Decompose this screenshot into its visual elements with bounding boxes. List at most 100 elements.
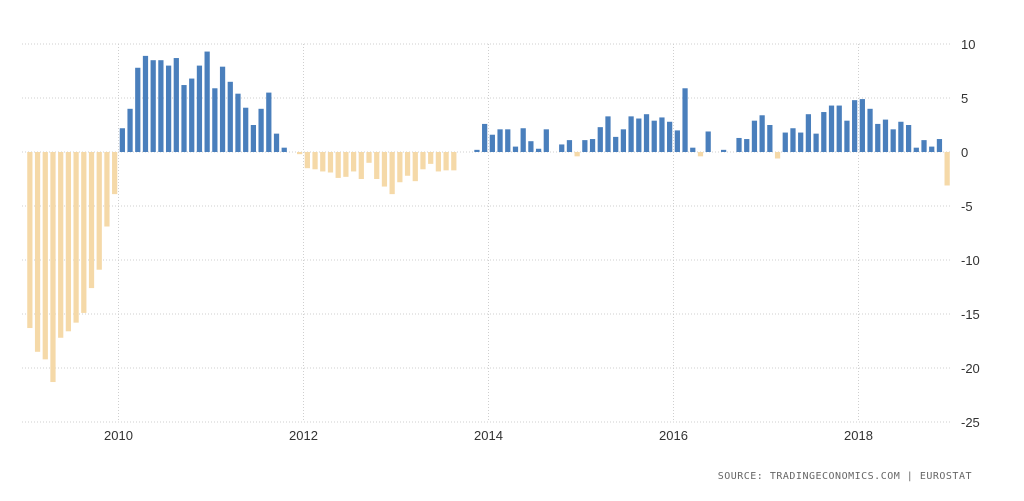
bar-2011-10 xyxy=(281,147,287,152)
bar-2010-07 xyxy=(165,65,172,152)
bar-2011-05 xyxy=(243,107,249,152)
bar-2016-02 xyxy=(682,88,688,152)
bar-2018-01 xyxy=(859,99,865,152)
bar-2013-02 xyxy=(404,152,411,176)
bar-2010-05 xyxy=(150,60,156,153)
bar-2013-03 xyxy=(412,152,418,182)
x-tick-label: 2012 xyxy=(289,428,318,443)
bar-2014-07 xyxy=(535,148,542,152)
bar-2011-07 xyxy=(258,108,264,152)
bar-2017-10 xyxy=(836,105,842,152)
bar-2014-12 xyxy=(574,152,580,157)
bar-2017-01 xyxy=(767,125,773,152)
bar-2012-06 xyxy=(343,152,349,177)
bar-2009-07 xyxy=(73,152,79,323)
y-tick-label: 0 xyxy=(961,145,968,160)
bar-2010-04 xyxy=(142,55,149,152)
bar-2011-12 xyxy=(297,152,303,155)
bar-2012-09 xyxy=(366,152,372,163)
y-tick-label: -15 xyxy=(961,307,980,322)
bar-2009-06 xyxy=(65,152,72,332)
bar-2009-04 xyxy=(50,152,56,383)
bar-2012-07 xyxy=(350,152,357,172)
bar-2010-12 xyxy=(204,51,210,153)
bar-2016-03 xyxy=(690,147,696,152)
x-tick-label: 2016 xyxy=(659,428,688,443)
bar-2009-10 xyxy=(96,152,102,270)
bar-2012-05 xyxy=(335,152,341,178)
x-axis-labels: 2010 2012 2014 2016 2018 xyxy=(104,428,873,443)
y-tick-label: -10 xyxy=(961,253,980,268)
bar-2015-11 xyxy=(659,117,665,152)
bar-2018-10 xyxy=(929,146,935,152)
x-tick-label: 2018 xyxy=(844,428,873,443)
bar-2009-05 xyxy=(58,152,64,338)
bar-2016-12 xyxy=(759,115,765,152)
y-tick-label: 5 xyxy=(961,91,968,106)
bar-2011-08 xyxy=(266,92,272,152)
y-tick-label: -25 xyxy=(961,415,980,430)
bar-2017-03 xyxy=(782,132,788,152)
x-tick-label: 2010 xyxy=(104,428,133,443)
bar-2016-09 xyxy=(736,137,742,152)
bar-2018-05 xyxy=(890,129,896,152)
bar-2013-04 xyxy=(420,152,426,170)
bar-2016-01 xyxy=(674,130,680,152)
bar-2013-08 xyxy=(451,152,457,171)
bar-2018-08 xyxy=(913,147,919,152)
bar-2014-05 xyxy=(520,128,526,152)
bar-2010-06 xyxy=(158,60,164,153)
y-tick-label: 10 xyxy=(961,37,975,52)
bar-2017-05 xyxy=(798,132,804,152)
bar-2011-06 xyxy=(250,125,257,152)
bar-2018-03 xyxy=(875,123,881,152)
bar-2017-07 xyxy=(813,133,819,152)
bar-2018-06 xyxy=(898,121,904,152)
bar-2014-10 xyxy=(559,144,565,152)
bar-2015-10 xyxy=(651,120,657,152)
bar-2017-09 xyxy=(828,105,835,152)
bar-2015-02 xyxy=(589,139,596,152)
bar-2017-02 xyxy=(774,152,781,159)
bar-2017-08 xyxy=(821,112,827,152)
bar-2015-08 xyxy=(636,118,642,152)
y-axis-labels: 10 5 0 -5 -10 -15 -20 -25 xyxy=(961,37,980,430)
y-tick-label: -20 xyxy=(961,361,980,376)
bar-2009-03 xyxy=(42,152,48,360)
bar-2009-01 xyxy=(27,152,33,329)
x-tick-label: 2014 xyxy=(474,428,503,443)
y-tick-label: -5 xyxy=(961,199,973,214)
source-note: SOURCE: TRADINGECONOMICS.COM | EUROSTAT xyxy=(717,471,972,482)
bar-2012-11 xyxy=(381,152,388,187)
bar-2013-11 xyxy=(474,149,480,152)
bar-2012-08 xyxy=(358,152,364,179)
bar-2009-12 xyxy=(112,152,118,195)
bar-2018-04 xyxy=(882,119,889,152)
bar-2010-11 xyxy=(196,65,203,152)
bar-2015-09 xyxy=(643,114,650,152)
bar-2018-12 xyxy=(944,152,950,186)
bar-2018-09 xyxy=(921,140,927,152)
bar-2018-02 xyxy=(867,108,873,152)
bar-2015-01 xyxy=(582,140,588,152)
bar-2014-03 xyxy=(505,129,511,152)
bar-2015-06 xyxy=(620,129,627,152)
bar-2014-11 xyxy=(566,140,573,152)
bar-2009-02 xyxy=(34,152,41,352)
bar-2010-08 xyxy=(173,58,179,152)
bar-2010-10 xyxy=(189,78,195,152)
bar-2015-04 xyxy=(605,116,611,152)
bar-2014-02 xyxy=(497,129,503,152)
bar-2009-09 xyxy=(88,152,95,289)
bar-2016-07 xyxy=(720,149,727,152)
bar-2013-05 xyxy=(428,152,434,164)
bar-2014-01 xyxy=(489,134,495,152)
bar-2011-02 xyxy=(219,66,226,152)
bar-2013-12 xyxy=(482,123,488,152)
bar-2014-04 xyxy=(512,146,519,152)
bar-2011-01 xyxy=(212,88,218,152)
bar-2018-11 xyxy=(936,139,943,152)
bar-2013-01 xyxy=(397,152,403,183)
